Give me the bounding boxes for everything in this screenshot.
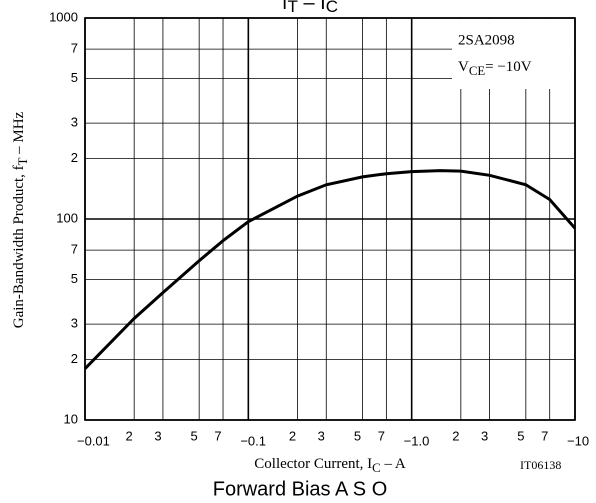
x-tick-label: 2 xyxy=(289,428,296,443)
x-tick-label: −10 xyxy=(567,433,589,448)
annotation-part: V xyxy=(458,59,469,75)
x-axis-label-part: Collector Current, I xyxy=(254,456,372,472)
x-axis-label: Collector Current, IC – A xyxy=(254,456,406,474)
y-axis-label-part: – MHz xyxy=(11,111,27,157)
x-tick-label: 5 xyxy=(517,428,524,443)
y-tick-label: 100 xyxy=(56,210,78,225)
chart-title: fT – IC xyxy=(282,0,338,16)
x-tick-label: 2 xyxy=(126,428,133,443)
chart-title-part: T xyxy=(288,0,298,16)
annotation: 2SA2098 xyxy=(458,32,515,48)
x-tick-label: 7 xyxy=(541,428,548,443)
y-tick-label: 3 xyxy=(71,316,78,331)
chart-title-part: f xyxy=(282,0,288,14)
x-tick-label: −1.0 xyxy=(404,433,430,448)
y-tick-label: 5 xyxy=(71,70,78,85)
y-tick-label: 2 xyxy=(71,150,78,165)
annotation-part: = −10V xyxy=(485,59,532,75)
y-axis-label-part: Gain-Bandwidth Product, f xyxy=(11,165,27,328)
x-axis-label-part: C xyxy=(372,461,381,475)
x-tick-label: −0.1 xyxy=(240,433,266,448)
x-tick-label: 3 xyxy=(154,428,161,443)
annotation-box xyxy=(452,19,574,89)
y-tick-label: 7 xyxy=(71,41,78,56)
x-tick-label: 3 xyxy=(318,428,325,443)
figure-code: IT06138 xyxy=(520,458,561,472)
y-tick-label: 2 xyxy=(71,351,78,366)
chart-title-part: C xyxy=(326,0,338,16)
plot-frame xyxy=(84,17,576,421)
y-tick-label: 3 xyxy=(71,115,78,130)
x-tick-label: 2 xyxy=(452,428,459,443)
x-tick-label: 5 xyxy=(191,428,198,443)
annotation: VCE= −10V xyxy=(458,59,532,77)
x-axis-label-part: – A xyxy=(381,456,406,472)
x-tick-label: 5 xyxy=(354,428,361,443)
x-tick-label: −0.01 xyxy=(77,433,110,448)
chart-title-part: – I xyxy=(298,0,326,14)
y-axis-label: Gain-Bandwidth Product, fT – MHz xyxy=(11,111,29,328)
y-tick-label: 7 xyxy=(71,242,78,257)
footer-title: Forward Bias A S O xyxy=(213,478,388,500)
line-series xyxy=(83,169,577,370)
y-tick-label: 10 xyxy=(64,411,78,426)
x-tick-label: 7 xyxy=(214,428,221,443)
x-tick-label: 7 xyxy=(378,428,385,443)
y-axis-label-part: T xyxy=(16,157,30,165)
y-tick-label: 1000 xyxy=(49,9,78,24)
annotation-part: CE xyxy=(469,64,486,78)
y-tick-label: 5 xyxy=(71,271,78,286)
x-tick-label: 3 xyxy=(481,428,488,443)
